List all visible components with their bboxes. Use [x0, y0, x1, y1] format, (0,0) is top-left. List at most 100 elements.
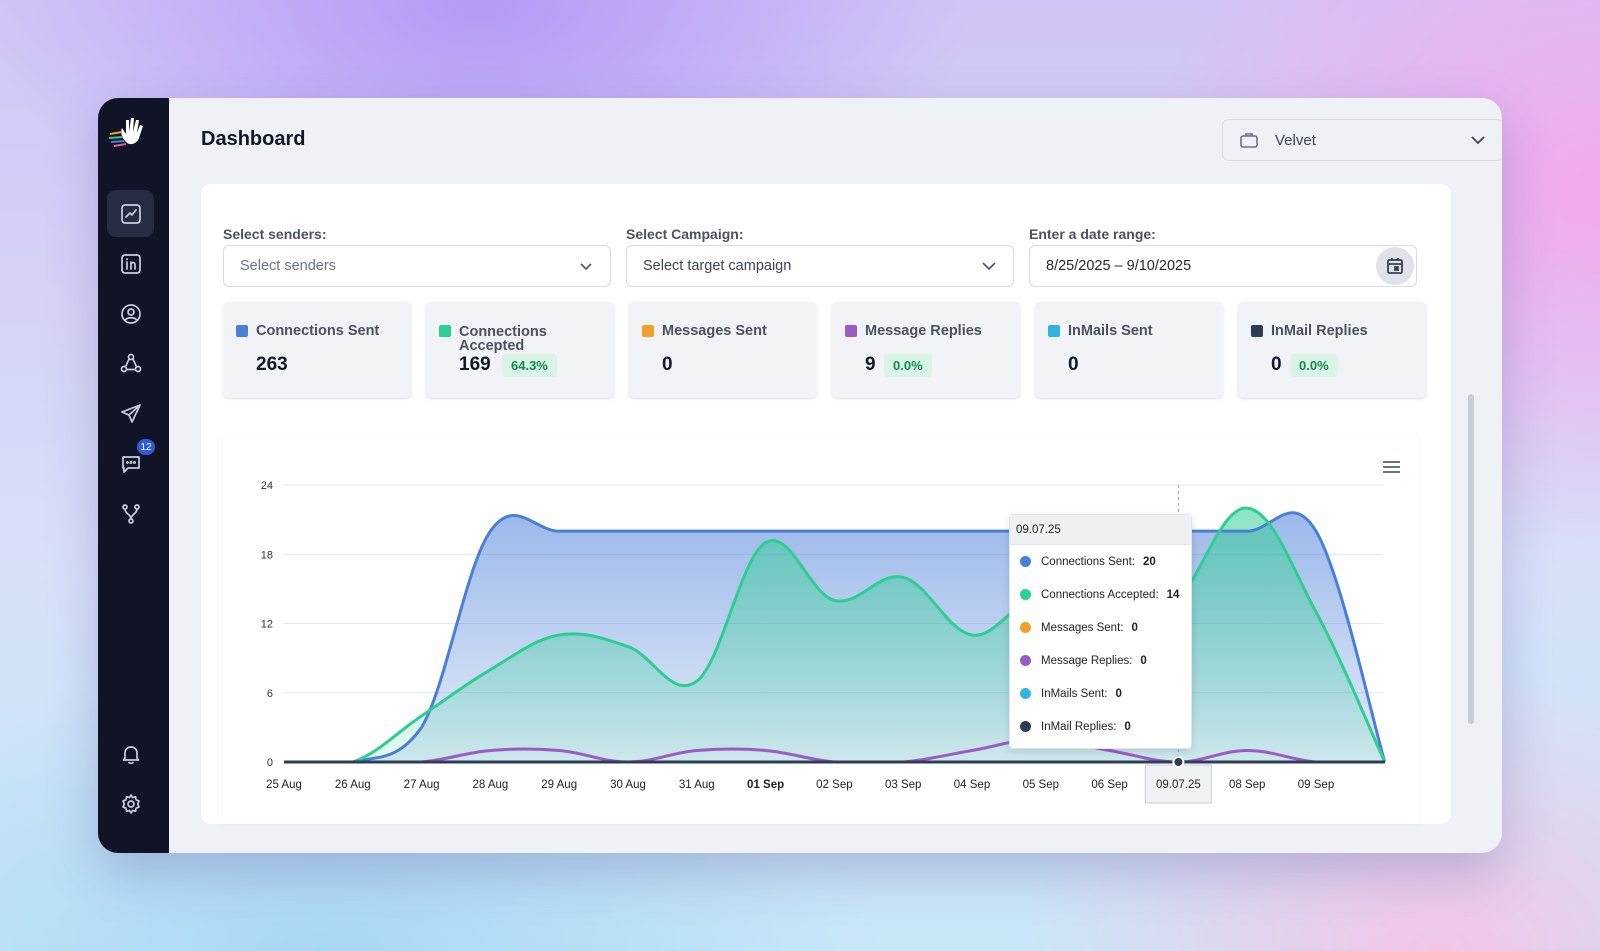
tooltip-row: Connections Accepted: 14: [1010, 578, 1191, 611]
tooltip-label: Connections Accepted:: [1041, 588, 1159, 601]
x-tick-label: 25 Aug: [266, 779, 302, 791]
stat-swatch: [439, 325, 451, 337]
stat-card-inmail-replies: InMail Replies 0 0.0%: [1238, 302, 1426, 398]
stat-card-inmails-sent: InMails Sent 0: [1035, 302, 1223, 398]
x-tick-label: 27 Aug: [404, 779, 440, 791]
x-tick-label: 04 Sep: [954, 779, 990, 791]
chart-menu-icon[interactable]: [1383, 461, 1401, 475]
sidebar-item-settings[interactable]: [107, 780, 154, 827]
stat-percentage: 0.0%: [1290, 354, 1338, 377]
sidebar-item-notifications[interactable]: [107, 730, 154, 777]
stat-swatch: [845, 325, 857, 337]
hover-marker: [1172, 756, 1185, 768]
logo-hand-icon[interactable]: [108, 112, 154, 152]
chevron-down-icon: [580, 263, 592, 271]
stat-value: 9: [865, 354, 876, 375]
tooltip-label: Messages Sent:: [1041, 621, 1124, 634]
stat-value: 169: [459, 354, 491, 375]
campaign-select[interactable]: Select target campaign: [626, 245, 1014, 287]
messages-badge: 12: [135, 437, 157, 457]
tooltip-label: Message Replies:: [1041, 654, 1133, 667]
x-tick-label: 26 Aug: [335, 779, 371, 791]
series-line-1: [284, 506, 1387, 764]
tooltip-value: 14: [1166, 588, 1180, 601]
tooltip-label: InMails Sent:: [1041, 687, 1108, 700]
chevron-down-icon: [982, 262, 996, 271]
page-title: Dashboard: [201, 128, 306, 150]
sidebar-item-integrations[interactable]: [107, 490, 154, 537]
campaign-placeholder: Select target campaign: [643, 258, 792, 274]
senders-placeholder: Select senders: [240, 258, 336, 274]
x-tick-label: 31 Aug: [679, 779, 715, 791]
app-window: 12 Dashboard Velvet Select senders: Sele…: [98, 98, 1502, 853]
stat-card-messages-sent: Messages Sent 0: [629, 302, 817, 398]
activity-chart: 0 6 12 18 24 25 Aug 26 Aug 27 Aug 28 Aug 29 Aug 3…: [223, 436, 1419, 824]
tooltip-row: InMail Replies: 0: [1010, 710, 1191, 743]
chat-icon: [121, 455, 140, 473]
gear-icon: [121, 793, 140, 814]
workspace-select[interactable]: Velvet: [1222, 119, 1502, 161]
briefcase-icon: [1240, 133, 1258, 148]
stat-value: 0: [1271, 354, 1282, 375]
stat-card-message-replies: Message Replies 9 0.0%: [832, 302, 1020, 398]
x-tick-label: 09 Sep: [1298, 779, 1334, 791]
campaign-label: Select Campaign:: [626, 226, 744, 242]
tooltip-date: 09.07.25: [1010, 515, 1191, 545]
date-range-input[interactable]: 8/25/2025 – 9/10/2025: [1029, 245, 1417, 287]
stat-card-connections-accepted: Connections Accepted 169 64.3%: [426, 302, 614, 398]
sidebar-item-messages[interactable]: 12: [107, 437, 157, 487]
y-tick-label: 6: [267, 688, 273, 700]
scrollbar[interactable]: [1468, 394, 1474, 724]
stat-percentage: 64.3%: [502, 354, 557, 377]
sidebar-item-profile[interactable]: [107, 290, 154, 337]
tooltip-label: Connections Sent:: [1041, 555, 1135, 568]
x-tick-label: 08 Sep: [1229, 779, 1265, 791]
chart-line-icon: [120, 203, 141, 224]
bell-icon: [122, 745, 139, 764]
tooltip-value: 0: [1115, 687, 1122, 700]
y-tick-label: 18: [261, 549, 273, 561]
send-icon: [120, 403, 141, 423]
tooltip-label: InMail Replies:: [1041, 720, 1117, 733]
stat-title: Messages Sent: [662, 323, 767, 339]
stat-value: 0: [662, 354, 673, 375]
series-line-0: [284, 511, 1387, 764]
senders-select[interactable]: Select senders: [223, 245, 611, 287]
sidebar-item-campaigns[interactable]: [107, 390, 154, 437]
stat-swatch: [236, 325, 248, 337]
x-tick-label: 06 Sep: [1091, 779, 1127, 791]
stat-title: Message Replies: [865, 323, 982, 339]
tooltip-row: Message Replies: 0: [1010, 644, 1191, 677]
x-tick-label: 02 Sep: [816, 779, 852, 791]
calendar-button[interactable]: [1376, 247, 1414, 285]
stat-swatch: [1251, 325, 1263, 337]
workspace-name: Velvet: [1275, 131, 1316, 149]
chart-svg: 0 6 12 18 24 25 Aug 26 Aug 27 Aug 28 Aug 29 Aug 3…: [261, 480, 1387, 804]
sidebar-item-dashboard[interactable]: [107, 190, 154, 237]
tooltip-value: 0: [1124, 720, 1131, 733]
sidebar: 12: [98, 98, 169, 853]
sidebar-item-linkedin[interactable]: [107, 240, 154, 287]
chart-tooltip: 09.07.25 Connections Sent: 20 Connections…: [1009, 514, 1192, 749]
chevron-down-icon: [1471, 136, 1485, 145]
y-tick-label: 24: [261, 480, 273, 492]
stat-card-connections-sent: Connections Sent 263: [223, 302, 411, 398]
x-tick-label: 30 Aug: [610, 779, 646, 791]
x-tick-label: 09.07.25: [1156, 779, 1201, 791]
stat-percentage: 0.0%: [884, 354, 932, 377]
tooltip-value: 20: [1142, 555, 1156, 568]
main-content: Dashboard Velvet Select senders: Select …: [169, 98, 1502, 853]
tooltip-row: Connections Sent: 20: [1010, 545, 1191, 578]
network-icon: [120, 353, 141, 372]
senders-label: Select senders:: [223, 226, 327, 242]
tooltip-row: Messages Sent: 0: [1010, 611, 1191, 644]
stat-value: 263: [256, 354, 288, 375]
tooltip-value: 0: [1140, 654, 1147, 667]
stat-title: Connections Accepted: [459, 324, 547, 354]
sidebar-item-network[interactable]: [107, 340, 154, 387]
date-range-value: 8/25/2025 – 9/10/2025: [1046, 258, 1192, 274]
stat-title: InMail Replies: [1271, 323, 1368, 339]
x-tick-label: 29 Aug: [541, 779, 577, 791]
x-tick-label: 05 Sep: [1023, 779, 1059, 791]
stat-value: 0: [1068, 354, 1079, 375]
